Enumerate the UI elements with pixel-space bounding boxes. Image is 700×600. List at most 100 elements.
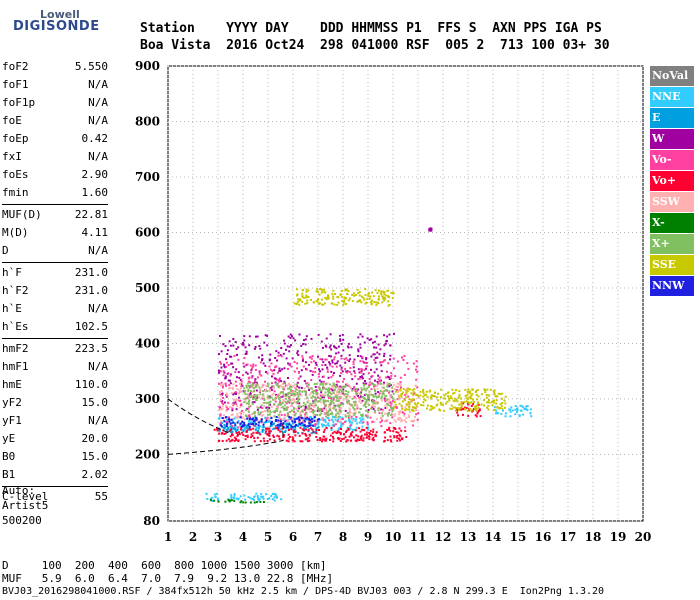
echo-point-sse bbox=[459, 407, 462, 410]
echo-point-vo- bbox=[346, 439, 349, 442]
param-row: B1 2.02 bbox=[2, 466, 108, 484]
echo-point-x- bbox=[297, 398, 300, 401]
echo-point-sse bbox=[406, 390, 409, 393]
echo-point-nnw bbox=[242, 424, 245, 427]
echo-point-vo- bbox=[457, 414, 459, 417]
echo-point-sse bbox=[377, 298, 380, 301]
echo-point-nne bbox=[510, 406, 513, 409]
echo-point-x- bbox=[289, 389, 292, 392]
echo-point-w bbox=[259, 347, 262, 350]
echo-point-ssw bbox=[397, 410, 400, 413]
echo-point-x- bbox=[283, 404, 286, 407]
echo-point-x- bbox=[287, 387, 290, 390]
echo-point-sse bbox=[383, 293, 386, 296]
echo-point-x- bbox=[243, 387, 246, 390]
param-row: fmin 1.60 bbox=[2, 184, 108, 202]
echo-point-x- bbox=[358, 411, 361, 414]
echo-point-ssw bbox=[241, 417, 244, 420]
echo-point-vo- bbox=[317, 375, 320, 378]
echo-point-ssw bbox=[268, 388, 271, 391]
echo-point-x- bbox=[373, 410, 376, 413]
echo-point-e bbox=[224, 425, 227, 428]
echo-point-ssw bbox=[230, 414, 233, 417]
echo-point-vo- bbox=[354, 375, 357, 378]
echo-point-x- bbox=[360, 414, 363, 417]
echo-point-w bbox=[291, 357, 294, 360]
echo-point-vo- bbox=[329, 364, 332, 367]
echo-point-vo- bbox=[259, 440, 262, 443]
echo-point-w bbox=[228, 340, 231, 343]
echo-point-w bbox=[321, 346, 324, 349]
echo-point-vo- bbox=[369, 429, 372, 432]
echo-point-w bbox=[374, 356, 377, 359]
echo-point-w bbox=[314, 385, 317, 388]
echo-point-sse bbox=[408, 406, 411, 409]
echo-point-vo- bbox=[377, 382, 380, 385]
echo-point-vo- bbox=[267, 427, 270, 430]
echo-point-ssw bbox=[248, 404, 251, 407]
echo-point-sse bbox=[400, 404, 403, 407]
echo-point-sse bbox=[318, 293, 321, 296]
echo-point-x- bbox=[296, 397, 299, 400]
echo-point-sse bbox=[402, 387, 405, 390]
echo-point-vo- bbox=[312, 409, 314, 411]
echo-point-w bbox=[283, 339, 286, 342]
echo-point-x- bbox=[284, 401, 287, 404]
echo-point-w bbox=[243, 335, 246, 338]
echo-point-w bbox=[388, 378, 391, 380]
echo-point-nne bbox=[307, 428, 310, 431]
echo-point-nne bbox=[280, 498, 283, 501]
echo-point-vo- bbox=[224, 382, 227, 385]
echo-point-x- bbox=[347, 391, 350, 394]
echo-point-vo- bbox=[235, 402, 238, 405]
echo-point-vo- bbox=[336, 420, 339, 422]
echo-point-vo- bbox=[310, 357, 313, 360]
echo-point-w bbox=[283, 367, 286, 370]
echo-point-nne bbox=[520, 405, 523, 408]
echo-point-sse bbox=[295, 303, 298, 305]
echo-point-w bbox=[335, 352, 338, 355]
echo-point-vo- bbox=[384, 436, 387, 439]
param-row: foEp 0.42 bbox=[2, 130, 108, 148]
echo-point-vo- bbox=[222, 429, 225, 432]
echo-point-sse bbox=[474, 405, 476, 408]
echo-point-vo- bbox=[218, 405, 221, 408]
echo-point-ssw bbox=[267, 409, 270, 412]
echo-point-ssw bbox=[281, 386, 284, 389]
echo-point-sse bbox=[426, 407, 428, 410]
echo-point-nnw bbox=[282, 426, 285, 429]
echo-point-nne bbox=[257, 498, 260, 501]
echo-point-nne bbox=[494, 406, 497, 409]
echo-point-vo- bbox=[312, 430, 315, 433]
echo-point-x- bbox=[319, 383, 322, 386]
legend-item-e: E bbox=[650, 108, 694, 129]
echo-point-w bbox=[218, 353, 220, 356]
echo-point-ssw bbox=[275, 395, 278, 398]
echo-point-x- bbox=[253, 411, 256, 414]
param-row: foE N/A bbox=[2, 112, 108, 130]
echo-point-vo- bbox=[299, 440, 302, 443]
echo-point-e bbox=[234, 422, 236, 425]
echo-point-x- bbox=[248, 410, 250, 413]
echo-point-w bbox=[370, 338, 373, 341]
echo-point-w bbox=[279, 354, 282, 357]
echo-point-vo- bbox=[284, 382, 286, 384]
echo-point-x- bbox=[305, 412, 308, 415]
echo-point-x- bbox=[383, 389, 386, 392]
echo-point-vo- bbox=[307, 440, 309, 443]
echo-point-nne bbox=[349, 427, 352, 430]
echo-point-ssw bbox=[360, 402, 363, 404]
echo-point-x- bbox=[385, 395, 388, 397]
echo-point-w bbox=[321, 368, 324, 371]
echo-point-w bbox=[314, 361, 317, 364]
echo-point-ssw bbox=[220, 394, 223, 397]
echo-point-vo- bbox=[362, 437, 365, 440]
echo-point-x- bbox=[330, 393, 333, 395]
echo-point-vo- bbox=[225, 394, 227, 396]
echo-point-vo- bbox=[253, 440, 256, 443]
echo-point-x- bbox=[384, 389, 387, 392]
echo-point-x- bbox=[365, 409, 368, 412]
echo-point-sse bbox=[424, 399, 427, 402]
echo-point-w bbox=[365, 382, 368, 385]
echo-point-sse bbox=[442, 397, 445, 400]
